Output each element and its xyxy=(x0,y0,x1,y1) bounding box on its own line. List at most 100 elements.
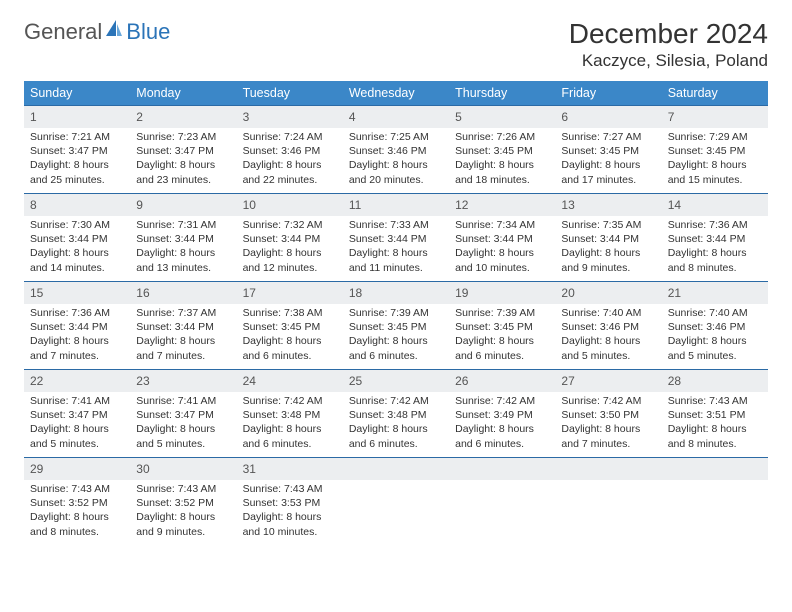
daylight-text-1: Daylight: 8 hours xyxy=(30,422,124,436)
calendar-day-cell: 28Sunrise: 7:43 AMSunset: 3:51 PMDayligh… xyxy=(662,369,768,457)
sunrise-text: Sunrise: 7:31 AM xyxy=(136,218,230,232)
sunset-text: Sunset: 3:46 PM xyxy=(243,144,337,158)
daylight-text-2: and 22 minutes. xyxy=(243,173,337,187)
weekday-wednesday: Wednesday xyxy=(343,81,449,105)
daylight-text-1: Daylight: 8 hours xyxy=(668,158,762,172)
day-number: 10 xyxy=(243,198,256,212)
sunset-text: Sunset: 3:45 PM xyxy=(243,320,337,334)
daylight-text-1: Daylight: 8 hours xyxy=(455,422,549,436)
sunrise-text: Sunrise: 7:25 AM xyxy=(349,130,443,144)
logo-sail-icon xyxy=(104,18,124,45)
logo-text-blue: Blue xyxy=(126,19,170,45)
sunrise-text: Sunrise: 7:26 AM xyxy=(455,130,549,144)
month-title: December 2024 xyxy=(569,18,768,50)
daylight-text-2: and 17 minutes. xyxy=(561,173,655,187)
day-number-bar: 31 xyxy=(237,457,343,480)
day-number-bar: 25 xyxy=(343,369,449,392)
day-number-bar: 18 xyxy=(343,281,449,304)
day-number-bar: 28 xyxy=(662,369,768,392)
sunset-text: Sunset: 3:44 PM xyxy=(30,320,124,334)
day-number-bar: 30 xyxy=(130,457,236,480)
daylight-text-2: and 13 minutes. xyxy=(136,261,230,275)
sunrise-text: Sunrise: 7:42 AM xyxy=(349,394,443,408)
day-number: 31 xyxy=(243,462,256,476)
day-number-bar: 21 xyxy=(662,281,768,304)
day-number: 9 xyxy=(136,198,143,212)
weekday-thursday: Thursday xyxy=(449,81,555,105)
day-body: Sunrise: 7:43 AMSunset: 3:52 PMDaylight:… xyxy=(130,480,236,543)
day-body: Sunrise: 7:38 AMSunset: 3:45 PMDaylight:… xyxy=(237,304,343,367)
day-number: 13 xyxy=(561,198,574,212)
calendar-day-cell: 24Sunrise: 7:42 AMSunset: 3:48 PMDayligh… xyxy=(237,369,343,457)
day-number-bar: 26 xyxy=(449,369,555,392)
day-number-bar: 13 xyxy=(555,193,661,216)
calendar-day-cell xyxy=(662,457,768,545)
daylight-text-2: and 6 minutes. xyxy=(243,349,337,363)
daylight-text-2: and 7 minutes. xyxy=(30,349,124,363)
calendar-day-cell: 9 Sunrise: 7:31 AMSunset: 3:44 PMDaylight… xyxy=(130,193,236,281)
calendar-day-cell: 4Sunrise: 7:25 AMSunset: 3:46 PMDaylight… xyxy=(343,105,449,193)
calendar-day-cell xyxy=(449,457,555,545)
calendar-day-cell: 7Sunrise: 7:29 AMSunset: 3:45 PMDaylight… xyxy=(662,105,768,193)
page-header: General Blue December 2024 Kaczyce, Sile… xyxy=(24,18,768,71)
day-body xyxy=(662,480,768,540)
day-number: 5 xyxy=(455,110,462,124)
daylight-text-2: and 8 minutes. xyxy=(30,525,124,539)
day-body xyxy=(555,480,661,540)
logo: General Blue xyxy=(24,18,170,45)
sunset-text: Sunset: 3:44 PM xyxy=(349,232,443,246)
daylight-text-2: and 11 minutes. xyxy=(349,261,443,275)
day-body: Sunrise: 7:42 AMSunset: 3:48 PMDaylight:… xyxy=(237,392,343,455)
day-body: Sunrise: 7:31 AMSunset: 3:44 PMDaylight:… xyxy=(130,216,236,279)
daylight-text-1: Daylight: 8 hours xyxy=(668,422,762,436)
day-number: 3 xyxy=(243,110,250,124)
day-number: 12 xyxy=(455,198,468,212)
calendar-week-row: 15Sunrise: 7:36 AMSunset: 3:44 PMDayligh… xyxy=(24,281,768,369)
daylight-text-2: and 14 minutes. xyxy=(30,261,124,275)
daylight-text-2: and 9 minutes. xyxy=(136,525,230,539)
sunrise-text: Sunrise: 7:29 AM xyxy=(668,130,762,144)
day-number: 26 xyxy=(455,374,468,388)
daylight-text-2: and 5 minutes. xyxy=(561,349,655,363)
calendar-day-cell: 8Sunrise: 7:30 AMSunset: 3:44 PMDaylight… xyxy=(24,193,130,281)
sunrise-text: Sunrise: 7:32 AM xyxy=(243,218,337,232)
day-body: Sunrise: 7:36 AMSunset: 3:44 PMDaylight:… xyxy=(24,304,130,367)
sunrise-text: Sunrise: 7:21 AM xyxy=(30,130,124,144)
calendar-day-cell: 10Sunrise: 7:32 AMSunset: 3:44 PMDayligh… xyxy=(237,193,343,281)
daylight-text-2: and 7 minutes. xyxy=(136,349,230,363)
daylight-text-2: and 5 minutes. xyxy=(136,437,230,451)
day-body: Sunrise: 7:43 AMSunset: 3:52 PMDaylight:… xyxy=(24,480,130,543)
calendar-day-cell: 21Sunrise: 7:40 AMSunset: 3:46 PMDayligh… xyxy=(662,281,768,369)
daylight-text-2: and 12 minutes. xyxy=(243,261,337,275)
sunrise-text: Sunrise: 7:36 AM xyxy=(668,218,762,232)
calendar-day-cell: 1Sunrise: 7:21 AMSunset: 3:47 PMDaylight… xyxy=(24,105,130,193)
sunrise-text: Sunrise: 7:39 AM xyxy=(349,306,443,320)
day-number-bar: 8 xyxy=(24,193,130,216)
sunset-text: Sunset: 3:47 PM xyxy=(30,408,124,422)
daylight-text-1: Daylight: 8 hours xyxy=(136,334,230,348)
day-body: Sunrise: 7:26 AMSunset: 3:45 PMDaylight:… xyxy=(449,128,555,191)
calendar-body: 1Sunrise: 7:21 AMSunset: 3:47 PMDaylight… xyxy=(24,105,768,545)
daylight-text-1: Daylight: 8 hours xyxy=(243,334,337,348)
day-body: Sunrise: 7:39 AMSunset: 3:45 PMDaylight:… xyxy=(343,304,449,367)
daylight-text-1: Daylight: 8 hours xyxy=(561,422,655,436)
day-number-bar: 11 xyxy=(343,193,449,216)
day-body: Sunrise: 7:37 AMSunset: 3:44 PMDaylight:… xyxy=(130,304,236,367)
daylight-text-1: Daylight: 8 hours xyxy=(243,510,337,524)
day-body xyxy=(449,480,555,540)
location-label: Kaczyce, Silesia, Poland xyxy=(569,51,768,71)
day-body: Sunrise: 7:39 AMSunset: 3:45 PMDaylight:… xyxy=(449,304,555,367)
day-body: Sunrise: 7:40 AMSunset: 3:46 PMDaylight:… xyxy=(555,304,661,367)
sunrise-text: Sunrise: 7:37 AM xyxy=(136,306,230,320)
logo-text-general: General xyxy=(24,19,102,45)
sunset-text: Sunset: 3:45 PM xyxy=(561,144,655,158)
daylight-text-1: Daylight: 8 hours xyxy=(561,158,655,172)
day-number-bar: 5 xyxy=(449,105,555,128)
daylight-text-1: Daylight: 8 hours xyxy=(349,334,443,348)
day-number-bar: 2 xyxy=(130,105,236,128)
sunset-text: Sunset: 3:45 PM xyxy=(455,144,549,158)
sunset-text: Sunset: 3:49 PM xyxy=(455,408,549,422)
day-number: 8 xyxy=(30,198,37,212)
sunset-text: Sunset: 3:46 PM xyxy=(349,144,443,158)
day-number: 18 xyxy=(349,286,362,300)
